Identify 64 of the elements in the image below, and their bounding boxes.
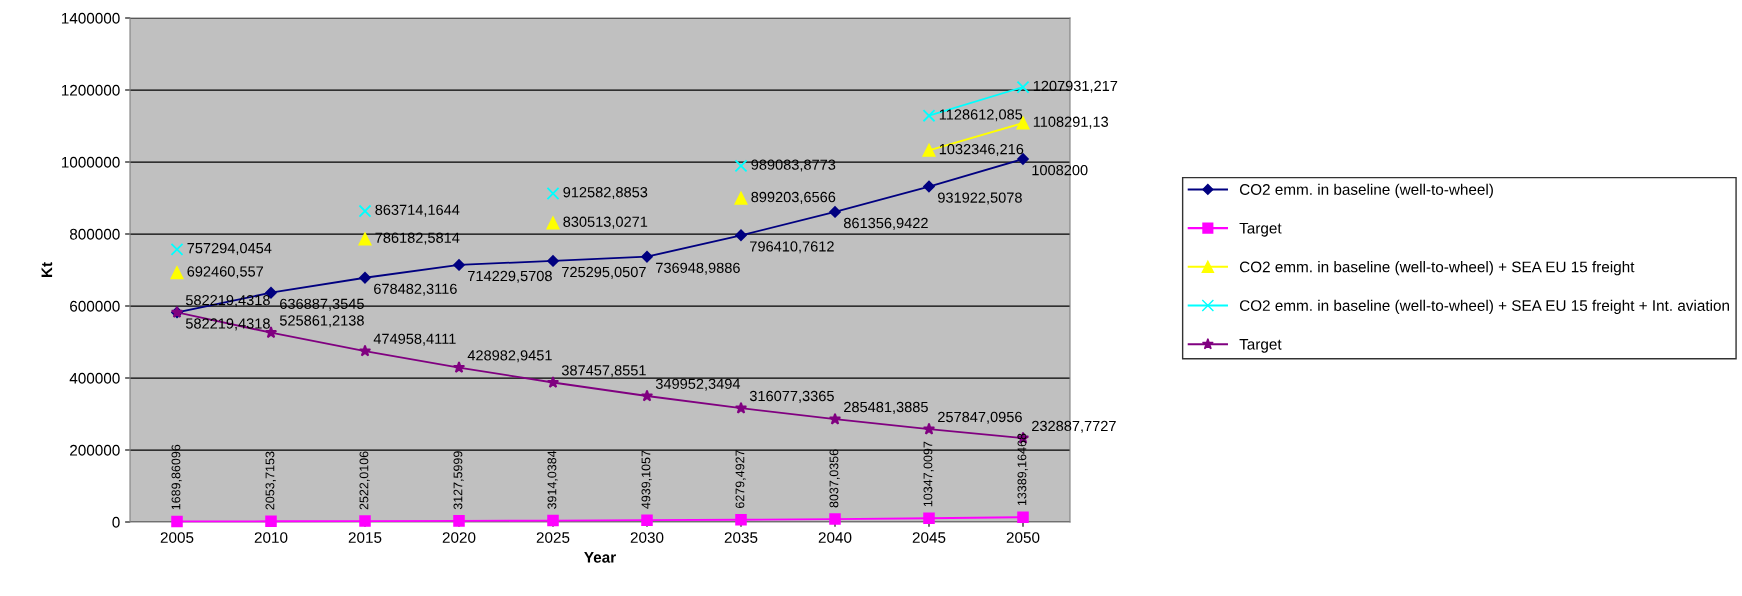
data-label: 13389,16468 bbox=[1017, 433, 1028, 506]
x-axis-title: Year bbox=[584, 552, 616, 563]
x-tick-label: 2010 bbox=[254, 532, 288, 543]
data-label: 1207931,217 bbox=[1033, 80, 1118, 93]
legend-label: CO2 emm. in baseline (well-to-wheel) + SEA EU 15 freight bbox=[1239, 261, 1635, 276]
data-label: 2522,0106 bbox=[359, 451, 370, 510]
data-label: 3127,5999 bbox=[453, 451, 464, 510]
data-label: 10347,0097 bbox=[923, 441, 934, 507]
data-label: 725295,0507 bbox=[562, 266, 646, 279]
y-tick-label: 200000 bbox=[70, 444, 120, 456]
y-axis-title: Kt bbox=[41, 262, 53, 278]
data-label: 6279,4927 bbox=[735, 450, 746, 508]
y-tick-label: 0 bbox=[112, 516, 120, 528]
data-label: 1689,86096 bbox=[171, 444, 182, 510]
data-label: 692460,557 bbox=[187, 266, 264, 279]
y-tick-label: 800000 bbox=[69, 228, 120, 240]
data-label: 786182,5814 bbox=[375, 232, 460, 245]
data-label: 232887,7727 bbox=[1032, 420, 1116, 433]
data-label: 3914,0384 bbox=[547, 450, 558, 509]
data-label: 736948,9886 bbox=[656, 262, 740, 275]
data-label: 863714,1644 bbox=[375, 204, 460, 217]
legend-label: CO2 emm. in baseline (well-to-wheel) + SEA EU 15 freight + Int. aviation bbox=[1239, 299, 1729, 315]
data-label: 257847,0956 bbox=[938, 411, 1022, 424]
legend-label: Target bbox=[1239, 222, 1282, 237]
y-tick-label: 1200000 bbox=[61, 84, 120, 96]
legend-label: CO2 emm. in baseline (well-to-wheel) bbox=[1239, 183, 1493, 198]
x-tick-label: 2030 bbox=[630, 532, 664, 543]
legend-label: Target bbox=[1239, 339, 1282, 353]
data-label: 4939,1057 bbox=[641, 450, 652, 509]
data-label: 285481,3885 bbox=[844, 401, 928, 414]
data-label: 387457,8551 bbox=[561, 365, 646, 378]
data-label: 989083,8773 bbox=[751, 159, 836, 172]
x-tick-label: 2005 bbox=[160, 532, 194, 543]
y-tick-label: 600000 bbox=[70, 300, 120, 312]
y-tick-label: 1400000 bbox=[61, 12, 120, 24]
data-label: 1108291,13 bbox=[1033, 116, 1109, 129]
data-label: 316077,3365 bbox=[749, 390, 834, 403]
data-label: 8037,0356 bbox=[829, 449, 840, 508]
x-tick-label: 2045 bbox=[912, 532, 946, 543]
x-tick-label: 2025 bbox=[536, 532, 570, 543]
data-label: 1128612,085 bbox=[939, 109, 1023, 122]
data-label: 428982,9451 bbox=[467, 350, 552, 363]
x-tick-label: 2020 bbox=[442, 532, 476, 543]
data-label: 1008200 bbox=[1032, 164, 1088, 176]
data-label: 349952,3494 bbox=[655, 378, 741, 391]
data-label: 912582,8853 bbox=[563, 187, 648, 200]
data-label: 796410,7612 bbox=[750, 241, 834, 254]
data-label: 899203,6566 bbox=[751, 191, 836, 204]
data-label: 830513,0271 bbox=[563, 216, 648, 229]
data-label: 678482,3116 bbox=[374, 283, 457, 296]
y-tick-label: 1000000 bbox=[61, 156, 120, 168]
data-label: 1032346,216 bbox=[939, 143, 1024, 156]
data-label: 474958,4111 bbox=[373, 333, 456, 346]
data-label: 861356,9422 bbox=[843, 217, 928, 230]
x-tick-label: 2050 bbox=[1006, 532, 1040, 543]
data-label: 757294,0454 bbox=[187, 242, 272, 256]
x-tick-label: 2035 bbox=[724, 532, 758, 543]
data-label: 931922,5078 bbox=[938, 192, 1022, 205]
data-label: 525861,2138 bbox=[279, 315, 364, 328]
y-tick-label: 400000 bbox=[69, 372, 120, 384]
x-tick-label: 2040 bbox=[818, 532, 852, 543]
data-label: 714229,5708 bbox=[468, 270, 552, 283]
data-label: 2053,7153 bbox=[265, 451, 276, 510]
x-tick-label: 2015 bbox=[348, 532, 382, 543]
